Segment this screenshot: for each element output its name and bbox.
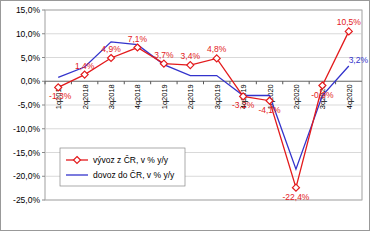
legend-label: vývoz z ČR, v % y/y (93, 155, 169, 165)
y-tick-label: -20,0% (13, 171, 40, 181)
marker (160, 60, 167, 67)
tick (42, 176, 45, 177)
marker (292, 184, 299, 191)
y-tick-label: -5,0% (18, 100, 41, 110)
x-tick-label: 4q2018 (133, 84, 142, 109)
legend-label: dovoz do ČR, v % y/y (93, 170, 175, 180)
x-tick (150, 81, 151, 84)
tick (42, 10, 45, 11)
grid-line (45, 105, 362, 106)
x-tick-label: 1q2019 (160, 84, 169, 109)
tick (42, 200, 45, 201)
y-tick-label: -25,0% (13, 195, 40, 205)
x-tick (177, 81, 178, 84)
series-line (58, 31, 349, 187)
plot-area (55, 28, 353, 191)
grid-line (45, 57, 362, 58)
data-label: 4,9% (101, 44, 121, 54)
y-tick-label: 15,0% (16, 5, 41, 15)
grid-line (45, 200, 362, 201)
x-tick-label: 2q2019 (186, 84, 195, 109)
tick (42, 128, 45, 129)
tick (42, 105, 45, 106)
data-label: -1,3% (49, 91, 72, 101)
marker (55, 84, 62, 91)
marker (345, 28, 352, 35)
marker (81, 71, 88, 78)
data-label: 1,4% (75, 61, 95, 71)
data-label: 4,8% (207, 44, 227, 54)
legend-swatch (66, 174, 88, 175)
grid-line (45, 33, 362, 34)
tick (42, 57, 45, 58)
x-tick (97, 81, 98, 84)
marker (134, 44, 141, 51)
tick (42, 33, 45, 34)
chart: -25,0% -20,0% -15,0% -10,0% -5,0% 0,0% 5,0% 10,… (0, 0, 370, 231)
y-tick-label: 0,0% (21, 76, 41, 86)
data-label: -22,4% (282, 192, 309, 202)
data-label: 3,4% (181, 51, 201, 61)
legend-marker (74, 157, 81, 164)
x-tick (309, 81, 310, 84)
marker (319, 82, 326, 89)
x-tick (45, 81, 46, 84)
y-tick-label: -10,0% (13, 124, 40, 134)
x-tick-label: 3q2018 (107, 84, 116, 109)
data-label: 10,5% (337, 17, 362, 27)
y-tick-label: 5,0% (21, 53, 41, 63)
x-tick-label: 2q2020 (292, 84, 301, 109)
marker (213, 55, 220, 62)
x-tick-label: 2q2018 (81, 84, 90, 109)
x-tick (256, 81, 257, 84)
data-label: -3,2% (232, 100, 255, 110)
y-tick-label: -15,0% (13, 148, 40, 158)
data-label: -0,9% (311, 90, 334, 100)
marker (108, 54, 115, 61)
y-tick-label: 10,0% (16, 29, 41, 39)
legend (60, 148, 185, 186)
data-label: 7,1% (128, 34, 148, 44)
marker (187, 62, 194, 69)
grid-line (45, 128, 362, 129)
plot-frame (45, 10, 362, 200)
x-tick (282, 81, 283, 84)
data-label: 3,7% (154, 50, 174, 60)
x-tick-label: 4q2020 (345, 84, 354, 109)
data-label: 3,2% (349, 55, 369, 65)
frame (1, 1, 370, 231)
x-tick-label: 3q2019 (213, 84, 222, 109)
marker (240, 93, 247, 100)
marker (266, 97, 273, 104)
data-label: -4,1% (258, 105, 281, 115)
x-tick (124, 81, 125, 84)
x-tick (203, 81, 204, 84)
x-tick (229, 81, 230, 84)
grid-line (45, 10, 362, 11)
tick (42, 152, 45, 153)
